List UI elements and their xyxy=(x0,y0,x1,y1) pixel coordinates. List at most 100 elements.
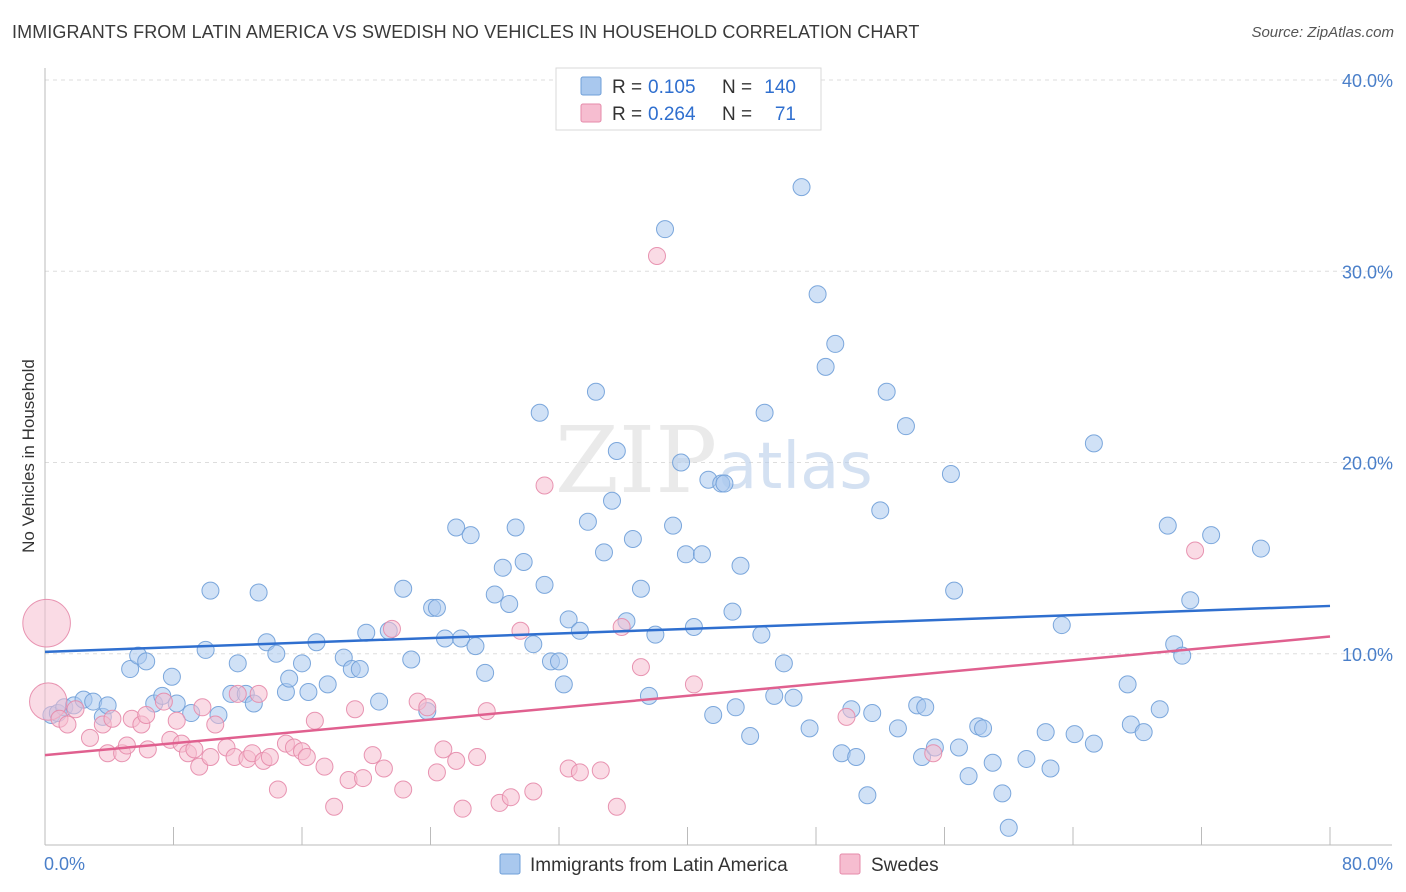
latin-america-point xyxy=(514,552,533,571)
swedes-point xyxy=(268,780,287,799)
series-swatch-swedes xyxy=(839,853,861,875)
latin-america-point xyxy=(447,518,466,537)
latin-america-point xyxy=(858,786,877,805)
swedes-point xyxy=(154,692,173,711)
latin-america-point xyxy=(752,625,771,644)
swedes-point xyxy=(501,788,520,807)
swedes-point xyxy=(22,598,71,648)
swedes-point xyxy=(468,748,487,767)
swedes-point xyxy=(684,675,703,694)
latin-america-point xyxy=(1084,434,1103,453)
latin-america-point xyxy=(993,784,1012,803)
swedes-point xyxy=(315,757,334,776)
latin-america-point xyxy=(983,753,1002,772)
swedes-point xyxy=(924,744,943,763)
latin-america-point xyxy=(267,644,286,663)
trend-lines xyxy=(44,604,1331,757)
source-note: Source: ZipAtlas.com xyxy=(1251,24,1394,41)
latin-america-point xyxy=(999,818,1018,837)
latin-america-point xyxy=(784,688,803,707)
swedes-point xyxy=(535,476,554,495)
latin-america-point xyxy=(863,704,882,723)
legend-n-label-1: N = xyxy=(722,77,752,98)
latin-america-point xyxy=(506,518,525,537)
latin-america-point xyxy=(249,583,268,602)
swedes-point xyxy=(570,763,589,782)
latin-america-point xyxy=(1041,759,1060,778)
latin-america-point xyxy=(461,526,480,545)
chart-title: IMMIGRANTS FROM LATIN AMERICA VS SWEDISH… xyxy=(12,22,920,42)
latin-america-point xyxy=(257,633,276,652)
swedes-point xyxy=(138,740,157,759)
swedes-point xyxy=(260,748,279,767)
latin-america-point xyxy=(774,654,793,673)
swedes-point xyxy=(363,746,382,765)
latin-america-point xyxy=(485,585,504,604)
latin-america-point xyxy=(493,558,512,577)
swedes-point xyxy=(58,715,77,734)
latin-america-point xyxy=(800,719,819,738)
latin-america-point xyxy=(1158,516,1177,535)
latin-america-point xyxy=(350,660,369,679)
swedes-point xyxy=(447,751,466,770)
latin-america-point xyxy=(765,686,784,705)
legend-r-value-2: 0.264 xyxy=(648,104,696,125)
latin-america-point xyxy=(607,442,626,461)
latin-america-point xyxy=(692,545,711,564)
swedes-trend-line xyxy=(44,635,1331,757)
latin-america-point xyxy=(808,285,827,304)
latin-america-point xyxy=(402,650,421,669)
swedes-point xyxy=(477,702,496,721)
y-tick-label: 30.0% xyxy=(1342,262,1393,282)
watermark: ZIP atlas xyxy=(555,407,873,514)
latin-america-point xyxy=(631,579,650,598)
latin-america-point xyxy=(524,635,543,654)
swedes-point xyxy=(524,782,543,801)
swedes-point xyxy=(434,740,453,759)
swedes-point xyxy=(325,797,344,816)
swedes-point xyxy=(511,621,530,640)
latin-america-point xyxy=(318,675,337,694)
swedes-point xyxy=(382,619,401,638)
swedes-point xyxy=(185,740,204,759)
legend-r-value-1: 0.105 xyxy=(648,77,696,98)
swedes-point xyxy=(297,748,316,767)
legend-r-label-1: R = xyxy=(612,77,642,98)
latin-america-point xyxy=(731,556,750,575)
watermark-zip: ZIP xyxy=(555,407,717,514)
latin-america-point xyxy=(959,767,978,786)
swedes-point xyxy=(418,698,437,717)
legend-r-label-2: R = xyxy=(612,104,642,125)
swedes-point xyxy=(612,617,631,636)
legend-swatch-pink xyxy=(580,103,602,123)
legend-n-label-2: N = xyxy=(722,104,752,125)
swedes-point xyxy=(228,684,247,703)
latin-america-point xyxy=(500,595,519,614)
latin-america-trend-line xyxy=(44,604,1331,654)
latin-america-point xyxy=(1118,675,1137,694)
latin-america-point xyxy=(888,719,907,738)
latin-america-point xyxy=(896,417,915,436)
latin-america-point xyxy=(704,705,723,724)
latin-america-point xyxy=(530,403,549,422)
latin-america-point xyxy=(1150,700,1169,719)
swedes-point xyxy=(201,748,220,767)
latin-america-point xyxy=(726,698,745,717)
latin-america-point xyxy=(1052,616,1071,635)
swedes-point xyxy=(66,700,85,719)
swedes-point xyxy=(427,763,446,782)
latin-america-point xyxy=(1134,723,1153,742)
latin-america-point xyxy=(427,598,446,617)
swedes-point xyxy=(193,698,212,717)
swedes-point xyxy=(103,709,122,728)
series-legend: Immigrants from Latin America Swedes xyxy=(499,853,939,876)
latin-america-point xyxy=(676,545,695,564)
latin-america-point xyxy=(949,738,968,757)
latin-america-point xyxy=(196,640,215,659)
legend-swatch-blue xyxy=(580,76,602,96)
swedes-point xyxy=(249,684,268,703)
latin-america-point xyxy=(741,726,760,745)
latin-america-point xyxy=(664,516,683,535)
swedes-point xyxy=(394,780,413,799)
swedes-point xyxy=(167,711,186,730)
